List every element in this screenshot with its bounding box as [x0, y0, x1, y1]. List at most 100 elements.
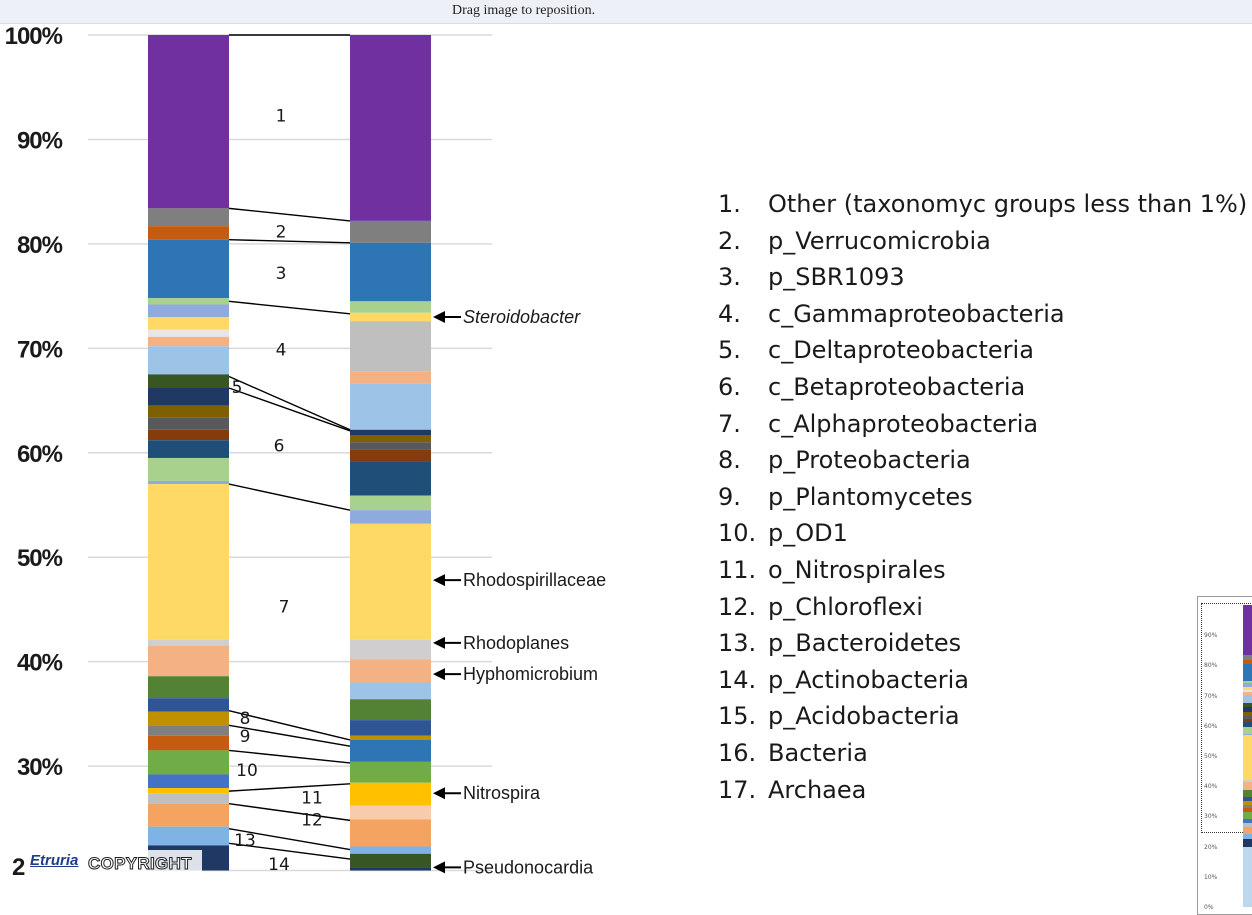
arrowhead [433, 574, 445, 587]
bar-segment[interactable] [148, 676, 229, 699]
connector-line [228, 710, 351, 741]
bar-segment[interactable] [148, 725, 229, 736]
bar-segment[interactable] [350, 699, 431, 721]
bar-segment[interactable] [350, 461, 431, 496]
bar-segment[interactable] [148, 304, 229, 317]
legend-item: 7. c_Alphaproteobacteria [718, 406, 1247, 443]
bar-segment[interactable] [148, 735, 229, 751]
legend-number: 17. [718, 775, 757, 804]
bar-segment[interactable] [148, 336, 229, 347]
arrowhead [433, 636, 445, 649]
legend-number: 9. [718, 482, 741, 511]
legend-label: p_Chloroflexi [768, 592, 923, 621]
bar-segment[interactable] [350, 720, 431, 736]
bar-segment[interactable] [148, 711, 229, 726]
annotation-label: Pseudonocardia [463, 857, 594, 877]
bar-segment[interactable] [350, 735, 431, 740]
bar-segment[interactable] [148, 774, 229, 788]
bar-segment[interactable] [350, 853, 431, 868]
bar-segment[interactable] [350, 321, 431, 372]
bar-segment[interactable] [148, 417, 229, 430]
legend-item: 4. c_Gammaproteobacteria [718, 296, 1247, 333]
thumbnail-bar-segment [1243, 712, 1252, 716]
region-number-label: 13 [234, 831, 256, 851]
bar-segment[interactable] [148, 298, 229, 305]
bar-segment[interactable] [350, 312, 431, 322]
navigator-thumbnail[interactable]: 90% 80% 70% 60% 50% 40% 30% 20% 10% 0% [1197, 596, 1252, 915]
bar-segment[interactable] [148, 239, 229, 299]
bar-segment[interactable] [350, 495, 431, 511]
legend-item: 16. Bacteria [718, 735, 1247, 772]
bar-segment[interactable] [148, 787, 229, 794]
legend-label: Bacteria [768, 738, 868, 767]
bar-segment[interactable] [350, 846, 431, 854]
bar-segment[interactable] [350, 242, 431, 302]
drag-hint: Drag image to reposition. [452, 3, 596, 18]
bar-segment[interactable] [148, 803, 229, 827]
bar-segment[interactable] [350, 805, 431, 820]
thumbnail-bar-segment [1243, 807, 1252, 812]
navigator-viewport[interactable] [1201, 603, 1252, 833]
bar-segment[interactable] [148, 645, 229, 677]
legend-label: p_Plantomycetes [768, 482, 973, 511]
bar-segment[interactable] [350, 383, 431, 430]
legend-label: Archaea [768, 775, 867, 804]
thumbnail-tick-label: 20% [1204, 843, 1218, 851]
bar-segment[interactable] [350, 442, 431, 450]
region-number-label: 7 [279, 597, 290, 617]
bar-segment[interactable] [350, 434, 431, 443]
bar-segment[interactable] [350, 867, 431, 871]
bar-segment[interactable] [350, 739, 431, 762]
region-number-label: 10 [236, 761, 258, 781]
bar-segment[interactable] [148, 374, 229, 388]
y-tick-label: 50% [17, 545, 63, 572]
bar-segment[interactable] [148, 208, 229, 227]
bar-segment[interactable] [350, 429, 431, 435]
bar-segment[interactable] [148, 440, 229, 458]
bar-segment[interactable] [350, 682, 431, 700]
bar-segment[interactable] [350, 301, 431, 313]
bar-segment[interactable] [148, 405, 229, 418]
bar-segment[interactable] [350, 510, 431, 524]
bar-segment[interactable] [350, 761, 431, 783]
bar-segment[interactable] [148, 484, 229, 640]
bar-segment[interactable] [148, 226, 229, 240]
y-tick-label: 100% [5, 23, 63, 50]
thumbnail-bar-segment [1243, 824, 1252, 828]
legend-label: p_OD1 [768, 519, 848, 548]
bar-segment[interactable] [148, 639, 229, 646]
thumbnail-bar-segment [1243, 690, 1252, 693]
bar-segment[interactable] [148, 387, 229, 406]
region-number-label: 3 [276, 264, 287, 284]
thumbnail-tick-label: 50% [1204, 753, 1218, 760]
bar-segment[interactable] [148, 826, 229, 846]
bar-segment[interactable] [350, 220, 431, 243]
y-tick-label: 70% [17, 336, 63, 363]
bar-segment[interactable] [350, 659, 431, 683]
bar-segment[interactable] [148, 35, 229, 209]
bar-segment[interactable] [350, 819, 431, 847]
bar-segment[interactable] [350, 371, 431, 384]
bar-segment[interactable] [350, 35, 431, 221]
thumbnail-bar-segment [1243, 779, 1252, 782]
bar-segment[interactable] [148, 316, 229, 330]
bar-segment[interactable] [350, 782, 431, 806]
bar-segment[interactable] [148, 793, 229, 804]
thumbnail-bar-segment [1243, 833, 1252, 840]
region-number-label: 14 [268, 855, 290, 875]
bar-segment[interactable] [148, 429, 229, 441]
bar-segment[interactable] [148, 480, 229, 485]
bar-segment[interactable] [148, 750, 229, 775]
bar-segment[interactable] [148, 698, 229, 712]
bar-segment[interactable] [148, 457, 229, 481]
bar-segment[interactable] [148, 329, 229, 337]
bar-segment[interactable] [350, 639, 431, 660]
legend-label: Other (taxonomyc groups less than 1%) [768, 190, 1248, 218]
region-number-label: 11 [301, 788, 323, 808]
thumbnail-bar-segment [1243, 655, 1252, 661]
thumbnail-bar-segment [1243, 734, 1252, 780]
bar-segment[interactable] [148, 346, 229, 375]
bar-segment[interactable] [350, 449, 431, 462]
bar-segment[interactable] [350, 523, 431, 640]
